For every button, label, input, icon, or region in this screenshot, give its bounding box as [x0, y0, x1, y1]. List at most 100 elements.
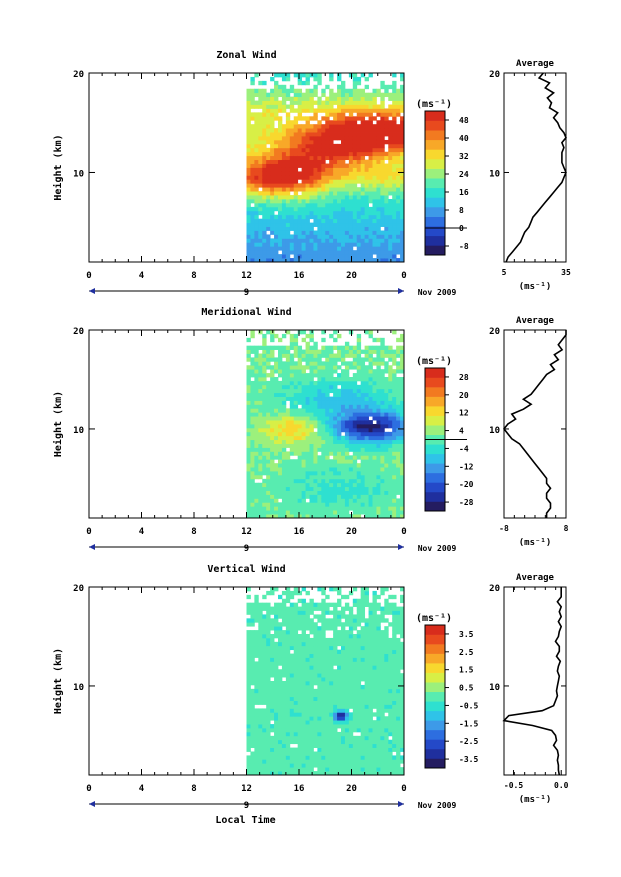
- heatmap-cell: [306, 724, 310, 728]
- heatmap-cell: [270, 223, 274, 227]
- heatmap-cell: [353, 428, 357, 432]
- colorbar-segment: [425, 121, 445, 131]
- heatmap-cell: [353, 622, 357, 626]
- heatmap-cell: [325, 502, 329, 506]
- heatmap-cell: [247, 495, 251, 499]
- heatmap-cell: [357, 681, 361, 685]
- heatmap-cell: [258, 755, 262, 759]
- heatmap-cell: [266, 412, 270, 416]
- heatmap-cell: [349, 420, 353, 424]
- heatmap-cell: [341, 455, 345, 459]
- heatmap-cell: [258, 101, 262, 105]
- heatmap-cell: [396, 112, 400, 116]
- heatmap-cell: [306, 171, 310, 175]
- heatmap-cell: [380, 231, 384, 235]
- heatmap-cell: [357, 634, 361, 638]
- heatmap-cell: [321, 654, 325, 658]
- heatmap-cell: [341, 171, 345, 175]
- heatmap-cell: [337, 591, 341, 595]
- heatmap-cell: [310, 724, 314, 728]
- heatmap-cell: [290, 89, 294, 93]
- heatmap-cell: [310, 755, 314, 759]
- heatmap-cell: [341, 744, 345, 748]
- profile-x-tick-label: 5: [502, 268, 507, 277]
- heatmap-cell: [345, 231, 349, 235]
- heatmap-cell: [345, 665, 349, 669]
- heatmap-cell: [290, 401, 294, 405]
- heatmap-cell: [302, 81, 306, 85]
- heatmap-cell: [247, 250, 251, 254]
- heatmap-cell: [270, 744, 274, 748]
- heatmap-cell: [376, 160, 380, 164]
- heatmap-cell: [278, 744, 282, 748]
- heatmap-cell: [294, 350, 298, 354]
- heatmap-cell: [388, 354, 392, 358]
- heatmap-cell: [341, 203, 345, 207]
- heatmap-cell: [254, 227, 258, 231]
- heatmap-cell: [294, 179, 298, 183]
- heatmap-cell: [286, 463, 290, 467]
- colorbar-tick-label: 28: [459, 373, 469, 382]
- heatmap-cell: [365, 491, 369, 495]
- heatmap-cell: [353, 748, 357, 752]
- profile-line: [506, 73, 566, 262]
- heatmap-cell: [365, 246, 369, 250]
- heatmap-cell: [317, 187, 321, 191]
- heatmap-cell: [365, 408, 369, 412]
- heatmap-cell: [345, 164, 349, 168]
- heatmap-cell: [258, 183, 262, 187]
- heatmap-cell: [317, 665, 321, 669]
- heatmap-cell: [321, 669, 325, 673]
- heatmap-cell: [286, 116, 290, 120]
- heatmap-cell: [294, 227, 298, 231]
- heatmap-cell: [294, 736, 298, 740]
- heatmap-cell: [337, 634, 341, 638]
- heatmap-cell: [270, 436, 274, 440]
- heatmap-cell: [290, 207, 294, 211]
- heatmap-cell: [254, 346, 258, 350]
- heatmap-cell: [321, 459, 325, 463]
- heatmap-cell: [369, 140, 373, 144]
- heatmap-cell: [274, 642, 278, 646]
- heatmap-cell: [384, 164, 388, 168]
- heatmap-cell: [254, 377, 258, 381]
- heatmap-cell: [282, 254, 286, 258]
- heatmap-cell: [254, 389, 258, 393]
- heatmap-cell: [298, 744, 302, 748]
- heatmap-cell: [341, 140, 345, 144]
- heatmap-cell: [258, 752, 262, 756]
- heatmap-cell: [286, 467, 290, 471]
- heatmap-cell: [337, 420, 341, 424]
- heatmap-cell: [306, 152, 310, 156]
- heatmap-cell: [388, 124, 392, 128]
- heatmap-cell: [317, 471, 321, 475]
- heatmap-cell: [258, 638, 262, 642]
- heatmap-cell: [337, 502, 341, 506]
- heatmap-cell: [278, 357, 282, 361]
- heatmap-cell: [258, 614, 262, 618]
- heatmap-cell: [258, 128, 262, 132]
- heatmap-cell: [310, 179, 314, 183]
- heatmap-cell: [341, 108, 345, 112]
- profile-y-tick-label: 20: [489, 70, 500, 80]
- heatmap-cell: [317, 487, 321, 491]
- heatmap-cell: [294, 203, 298, 207]
- heatmap-cell: [369, 330, 373, 334]
- heatmap-cell: [384, 211, 388, 215]
- heatmap-cell: [313, 642, 317, 646]
- heatmap-cell: [396, 338, 400, 342]
- heatmap-cell: [278, 227, 282, 231]
- heatmap-cell: [321, 744, 325, 748]
- heatmap-cell: [294, 444, 298, 448]
- heatmap-cell: [369, 420, 373, 424]
- heatmap-cell: [345, 740, 349, 744]
- heatmap-cell: [266, 350, 270, 354]
- heatmap-cell: [282, 701, 286, 705]
- heatmap-cell: [313, 171, 317, 175]
- heatmap-cell: [388, 168, 392, 172]
- heatmap-cell: [254, 436, 258, 440]
- heatmap-cell: [247, 365, 251, 369]
- heatmap-cell: [384, 179, 388, 183]
- heatmap-cell: [298, 502, 302, 506]
- heatmap-cell: [396, 381, 400, 385]
